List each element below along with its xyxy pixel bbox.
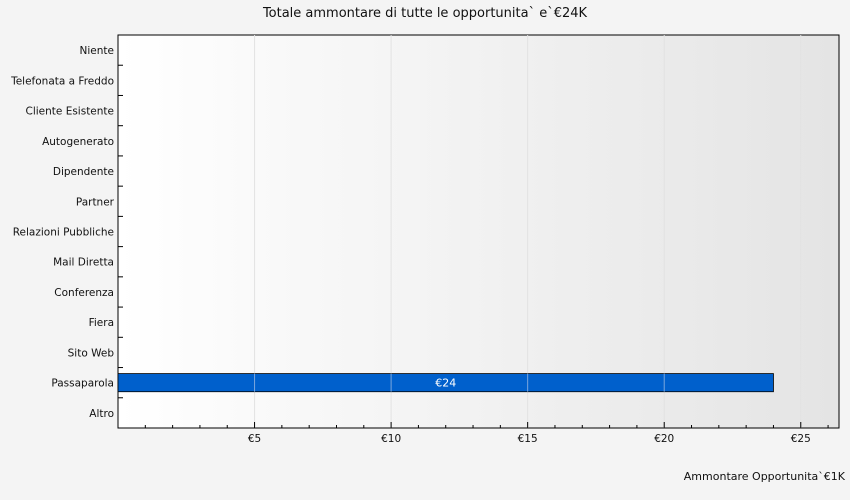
y-tick-label: Conferenza bbox=[54, 287, 114, 299]
bar bbox=[117, 373, 774, 393]
x-tick-label: €10 bbox=[381, 433, 401, 445]
y-tick-label: Telefonata a Freddo bbox=[10, 75, 114, 87]
y-tick-label: Passaparola bbox=[51, 378, 114, 390]
y-tick-label: Dipendente bbox=[53, 166, 114, 178]
y-tick-label: Relazioni Pubbliche bbox=[13, 227, 114, 239]
x-tick-label: €20 bbox=[654, 433, 674, 445]
y-tick-label: Altro bbox=[89, 408, 114, 420]
plot-area bbox=[117, 34, 840, 429]
y-tick-label: Mail Diretta bbox=[53, 257, 114, 269]
x-axis: €5 €10 €15 €20 €25 bbox=[144, 422, 829, 445]
y-tick-label: Autogenerato bbox=[42, 136, 114, 148]
y-tick-label: Fiera bbox=[89, 317, 114, 329]
x-tick-label: €15 bbox=[518, 433, 538, 445]
y-axis: Niente Telefonata a Freddo Cliente Esisten… bbox=[10, 34, 123, 429]
x-tick-label: €25 bbox=[791, 433, 811, 445]
y-tick-label: Sito Web bbox=[68, 347, 115, 359]
y-tick-label: Partner bbox=[76, 196, 115, 208]
bars: €24 bbox=[117, 373, 774, 393]
x-axis-title: Ammontare Opportunita`€1K bbox=[683, 470, 845, 483]
data-label: €24 bbox=[435, 377, 456, 390]
y-tick-label: Niente bbox=[80, 45, 114, 57]
x-tick-label: €5 bbox=[248, 433, 261, 445]
chart-title: Totale ammontare di tutte le opportunita… bbox=[262, 6, 588, 21]
grid-lines bbox=[254, 35, 802, 428]
y-tick-label: Cliente Esistente bbox=[26, 106, 115, 118]
